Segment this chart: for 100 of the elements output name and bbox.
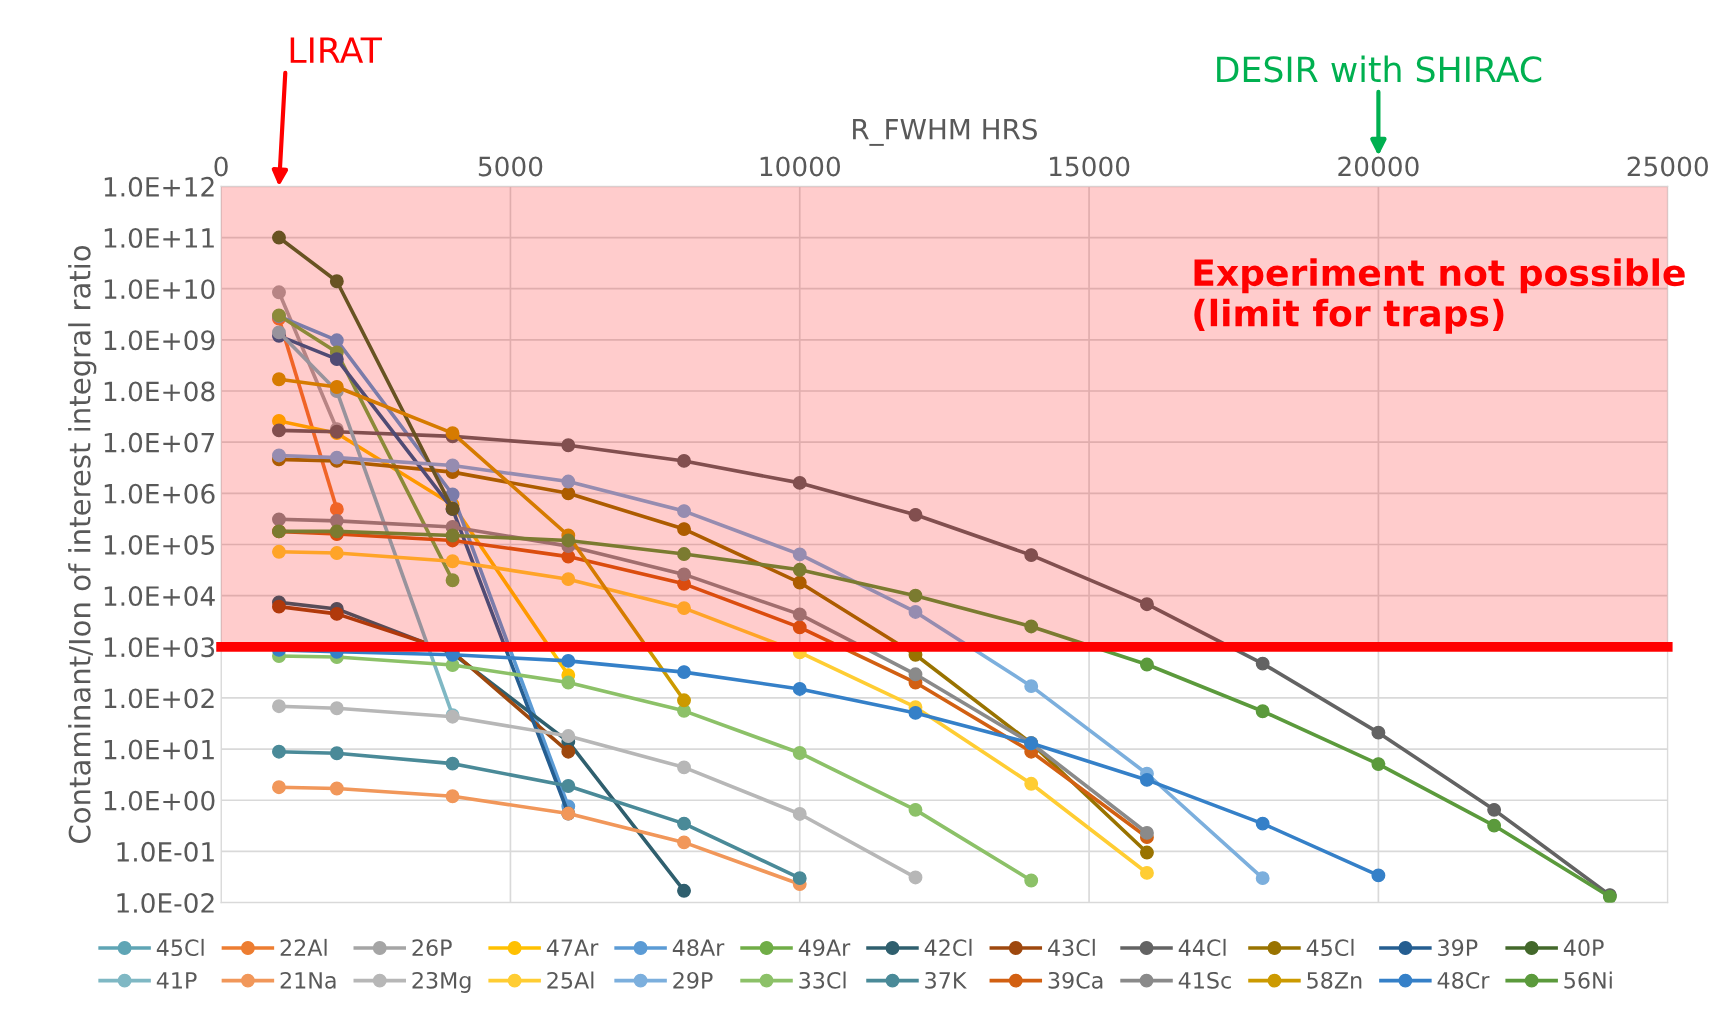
- y-tick-label: 1.0E+04: [104, 586, 215, 607]
- point: [908, 588, 923, 603]
- point: [561, 744, 576, 759]
- point: [1139, 657, 1154, 672]
- x-tick-label: 5000: [478, 156, 543, 177]
- point: [445, 756, 460, 771]
- legend-label: 22Al: [280, 938, 327, 956]
- x-tick-label: 25000: [1627, 156, 1708, 177]
- point: [561, 675, 576, 690]
- point: [272, 544, 286, 559]
- point: [329, 274, 344, 289]
- point: [677, 665, 691, 680]
- legend-label: 26P: [412, 939, 452, 957]
- point: [677, 693, 691, 708]
- point: [329, 781, 344, 796]
- point: [445, 458, 460, 473]
- y-tick-label: 1.0E+01: [104, 739, 214, 760]
- point: [1024, 548, 1039, 563]
- point: [272, 512, 286, 527]
- point: [792, 607, 807, 622]
- point: [1139, 772, 1154, 787]
- point: [908, 802, 923, 817]
- point: [677, 601, 691, 616]
- legend-label: 33Cl: [799, 971, 846, 989]
- point: [561, 779, 576, 793]
- y-tick-label: 1.0E+06: [104, 483, 215, 504]
- legend-label: 45Cl: [156, 938, 204, 957]
- point: [1139, 597, 1154, 612]
- legend-label: 56Ni: [1564, 971, 1612, 989]
- point: [445, 554, 460, 569]
- y-axis-title: Contaminant/Ion of interest integral ratio: [68, 245, 97, 844]
- point: [272, 448, 286, 463]
- point: [1255, 704, 1270, 719]
- point: [908, 870, 923, 885]
- point: [677, 883, 691, 898]
- legend-label: 41P: [156, 972, 197, 989]
- y-tick-label: 1.0E+11: [104, 227, 214, 248]
- point: [677, 567, 691, 582]
- y-tick-label: 1.0E+07: [104, 432, 214, 453]
- legend-label: 45Cl: [1306, 938, 1354, 957]
- annotation: LIRAT: [290, 37, 382, 63]
- point: [272, 699, 286, 714]
- point: [677, 547, 691, 562]
- point: [1139, 865, 1154, 880]
- legend-label: 40P: [1563, 939, 1604, 957]
- point: [445, 573, 460, 588]
- point: [561, 572, 576, 587]
- point: [329, 352, 344, 367]
- legend-label: 25Al: [547, 971, 594, 989]
- point: [792, 475, 807, 490]
- point: [329, 701, 344, 716]
- point: [561, 486, 576, 501]
- legend-label: 49Ar: [798, 939, 851, 957]
- point: [792, 547, 807, 562]
- point: [1024, 873, 1039, 888]
- point: [792, 562, 807, 577]
- point: [1024, 679, 1039, 694]
- point: [329, 606, 344, 621]
- point: [792, 575, 807, 590]
- point: [1255, 656, 1270, 671]
- legend-label: 39P: [1438, 939, 1478, 957]
- legend-label: 42Cl: [924, 938, 972, 957]
- y-tick-label: 1.0E-02: [117, 893, 214, 913]
- point: [1024, 776, 1039, 791]
- x-axis-title: R_FWHM HRS: [853, 118, 1037, 146]
- point: [908, 705, 923, 720]
- point: [1487, 818, 1502, 833]
- legend-label: 47Ar: [546, 939, 599, 956]
- point: [1024, 619, 1039, 634]
- point: [1139, 825, 1154, 840]
- y-tick-label: 1.0E+08: [104, 381, 215, 402]
- point: [272, 285, 286, 300]
- point: [329, 546, 344, 561]
- point: [908, 667, 923, 682]
- point: [272, 599, 286, 614]
- point: [1255, 871, 1270, 886]
- point: [908, 507, 923, 522]
- point: [677, 835, 691, 850]
- point: [329, 746, 344, 761]
- point: [561, 474, 576, 489]
- point: [272, 230, 286, 245]
- point: [677, 504, 691, 519]
- point: [445, 528, 460, 543]
- x-tick-label: 10000: [760, 156, 840, 177]
- point: [329, 333, 344, 348]
- y-tick-label: 1.0E+05: [104, 534, 214, 555]
- x-tick-label: 0: [214, 156, 228, 177]
- x-tick-label: 15000: [1050, 156, 1130, 177]
- legend-label: 58Zn: [1307, 971, 1362, 989]
- legend-label: 21Na: [280, 971, 336, 989]
- point: [1371, 868, 1386, 883]
- legend-label: 43Cl: [1047, 938, 1095, 957]
- point: [329, 380, 344, 394]
- point: [272, 372, 286, 387]
- legend-label: 39Ca: [1048, 971, 1103, 989]
- legend-label: 23Mg: [412, 971, 471, 993]
- legend-label: 48Cr: [1437, 971, 1490, 989]
- point: [1139, 845, 1154, 860]
- legend-label: 41Sc: [1178, 971, 1231, 989]
- annotation: DESIR with SHIRAC: [1217, 55, 1542, 83]
